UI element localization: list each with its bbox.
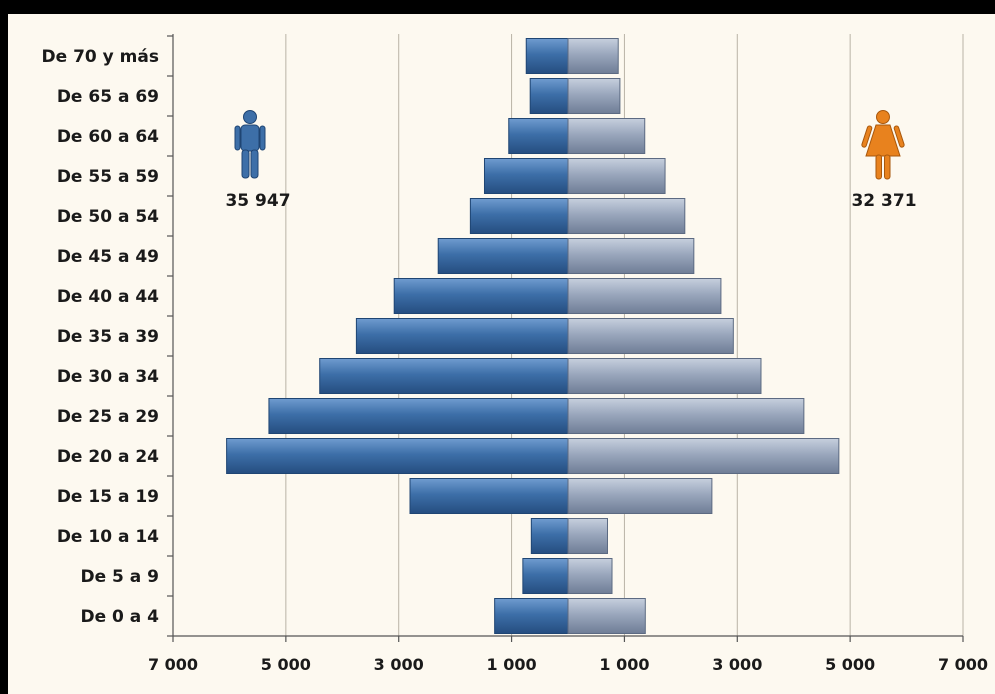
bar-female-12	[567, 118, 646, 154]
bar-male-0	[494, 598, 569, 634]
bar-male-12	[508, 118, 569, 154]
bar-female-5	[567, 398, 805, 434]
category-label-6: De 30 a 34	[57, 367, 159, 387]
category-label-2: De 10 a 14	[57, 527, 159, 547]
bar-male-8	[393, 278, 569, 314]
x-tick-label-7: 7 000	[938, 655, 988, 674]
bar-female-3	[567, 478, 713, 514]
bar-female-1	[567, 558, 613, 594]
x-tick-label-4: 1 000	[599, 655, 649, 674]
bar-male-7	[355, 318, 569, 354]
bar-female-9	[567, 238, 695, 274]
bar-female-11	[567, 158, 666, 194]
axes	[167, 34, 964, 642]
bars	[226, 38, 840, 634]
category-label-12: De 60 a 64	[57, 127, 159, 147]
bar-female-4	[567, 438, 840, 474]
female-icon	[861, 110, 905, 180]
bar-female-6	[567, 358, 762, 394]
bar-female-0	[567, 598, 646, 634]
population-pyramid-chart: De 0 a 4 De 5 a 9 De 10 a 14 De 15 a 19 De 2…	[42, 34, 989, 674]
x-tick-label-6: 5 000	[825, 655, 875, 674]
category-label-3: De 15 a 19	[57, 487, 159, 507]
bar-female-8	[567, 278, 722, 314]
bar-male-6	[319, 358, 569, 394]
bar-female-13	[567, 78, 621, 114]
category-label-13: De 65 a 69	[57, 87, 159, 107]
female-total: 32 371	[851, 191, 916, 211]
chart-frame: De 0 a 4 De 5 a 9 De 10 a 14 De 15 a 19 De 2…	[8, 14, 995, 694]
bar-male-4	[226, 438, 569, 474]
bar-female-10	[567, 198, 686, 234]
category-label-9: De 45 a 49	[57, 247, 159, 267]
category-label-10: De 50 a 54	[57, 207, 159, 227]
category-label-0: De 0 a 4	[80, 607, 159, 627]
bar-male-11	[483, 158, 569, 194]
category-label-5: De 25 a 29	[57, 407, 159, 427]
category-label-1: De 5 a 9	[80, 567, 159, 587]
bar-female-2	[567, 518, 608, 554]
category-label-8: De 40 a 44	[57, 287, 159, 307]
bar-male-5	[268, 398, 569, 434]
bar-male-2	[530, 518, 569, 554]
bar-male-1	[522, 558, 569, 594]
labels: De 0 a 4 De 5 a 9 De 10 a 14 De 15 a 19 De 2…	[42, 47, 989, 674]
bar-female-7	[567, 318, 734, 354]
bar-female-14	[567, 38, 619, 74]
x-tick-label-5: 3 000	[712, 655, 762, 674]
x-tick-label-2: 3 000	[374, 655, 424, 674]
category-label-11: De 55 a 59	[57, 167, 159, 187]
bar-male-13	[529, 78, 569, 114]
x-tick-label-1: 5 000	[261, 655, 311, 674]
bar-male-9	[437, 238, 569, 274]
bar-male-10	[469, 198, 569, 234]
bar-male-3	[409, 478, 569, 514]
x-tick-label-0: 7 000	[148, 655, 198, 674]
male-icon	[234, 110, 266, 179]
category-label-4: De 20 a 24	[57, 447, 159, 467]
bar-male-14	[525, 38, 569, 74]
category-label-14: De 70 y más	[42, 47, 159, 67]
male-total: 35 947	[225, 191, 290, 211]
category-label-7: De 35 a 39	[57, 327, 159, 347]
x-tick-label-3: 1 000	[487, 655, 537, 674]
